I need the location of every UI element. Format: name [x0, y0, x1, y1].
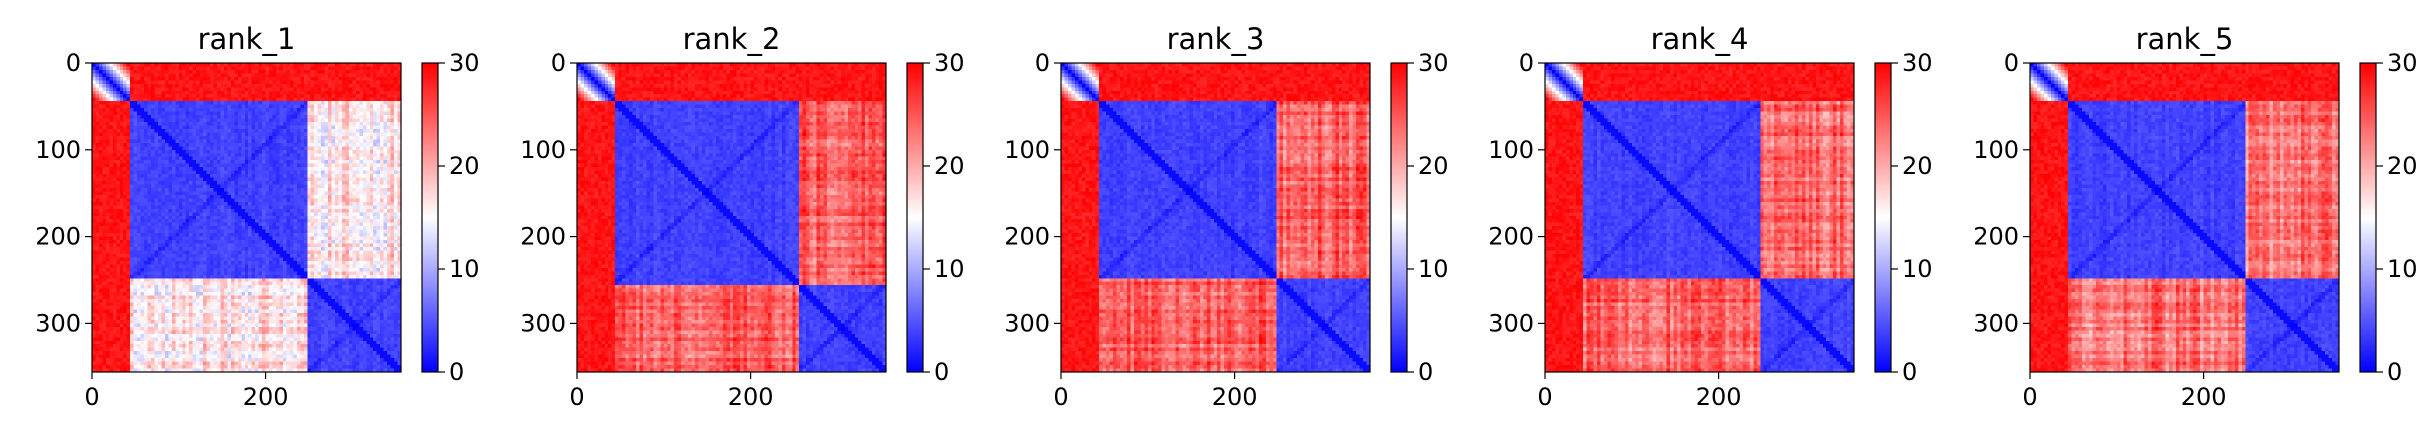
colorbar-tick-label: 30 — [1902, 49, 1933, 77]
colorbar — [1391, 63, 1407, 372]
colorbar-tick-label: 20 — [1418, 152, 1449, 180]
y-tick-label: 200 — [35, 223, 81, 251]
y-tick-label: 0 — [2004, 49, 2019, 77]
y-tick-label: 200 — [520, 223, 566, 251]
colorbar-tick-label: 10 — [449, 255, 480, 283]
chart-title: rank_2 — [683, 22, 781, 56]
colorbar-tick-label: 20 — [449, 152, 480, 180]
y-tick-label: 0 — [1035, 49, 1050, 77]
y-tick-label: 100 — [1004, 136, 1050, 164]
y-tick-label: 300 — [520, 309, 566, 337]
heatmap-image — [92, 63, 401, 372]
y-tick-label: 100 — [520, 136, 566, 164]
x-tick-label: 0 — [1053, 383, 1068, 411]
y-tick-label: 300 — [1004, 309, 1050, 337]
colorbar-tick-label: 20 — [1902, 152, 1933, 180]
heatmap-panel: rank_2 0 100 200 300 0 200 0 10 20 30 — [520, 22, 964, 411]
y-tick-label: 100 — [35, 136, 81, 164]
chart-title: rank_4 — [1651, 22, 1749, 56]
y-tick-label: 300 — [1488, 309, 1534, 337]
colorbar-tick-label: 20 — [934, 152, 965, 180]
colorbar-tick-label: 30 — [1418, 49, 1449, 77]
colorbar-tick-label: 0 — [934, 358, 949, 386]
x-tick-label: 0 — [2022, 383, 2037, 411]
y-tick-label: 100 — [1488, 136, 1534, 164]
chart-title: rank_1 — [198, 22, 296, 56]
colorbar-tick-label: 30 — [2387, 49, 2418, 77]
heatmap-panel: rank_4 0 100 200 300 0 200 0 10 20 30 — [1488, 22, 1932, 411]
colorbar-tick-label: 10 — [2387, 255, 2418, 283]
colorbar-tick-label: 0 — [449, 358, 464, 386]
colorbar-tick-label: 20 — [2387, 152, 2418, 180]
y-tick-label: 100 — [1973, 136, 2019, 164]
colorbar — [1875, 63, 1891, 372]
x-tick-label: 200 — [243, 383, 289, 411]
colorbar-tick-label: 10 — [934, 255, 965, 283]
heatmap-image — [2030, 63, 2339, 372]
colorbar — [2360, 63, 2376, 372]
heatmap-image — [1061, 63, 1370, 372]
heatmap-panel: rank_3 0 100 200 300 0 200 0 10 20 30 — [1004, 22, 1448, 411]
y-tick-label: 200 — [1973, 223, 2019, 251]
colorbar-tick-label: 10 — [1902, 255, 1933, 283]
y-tick-label: 300 — [35, 309, 81, 337]
y-tick-label: 300 — [1973, 309, 2019, 337]
heatmap-image — [1545, 63, 1854, 372]
x-tick-label: 200 — [1696, 383, 1742, 411]
y-tick-label: 200 — [1004, 223, 1050, 251]
y-tick-label: 200 — [1488, 223, 1534, 251]
colorbar-tick-label: 0 — [1902, 358, 1917, 386]
y-tick-label: 0 — [551, 49, 566, 77]
chart-title: rank_3 — [1167, 22, 1265, 56]
heatmap-image — [577, 63, 886, 372]
colorbar-tick-label: 0 — [2387, 358, 2402, 386]
heatmap-panel: rank_5 0 100 200 300 0 200 0 10 20 30 — [1973, 22, 2417, 411]
x-tick-label: 0 — [569, 383, 584, 411]
colorbar-tick-label: 30 — [934, 49, 965, 77]
x-tick-label: 0 — [84, 383, 99, 411]
colorbar — [422, 63, 438, 372]
colorbar-tick-label: 30 — [449, 49, 480, 77]
x-tick-label: 200 — [1212, 383, 1258, 411]
x-tick-label: 200 — [2181, 383, 2227, 411]
colorbar — [907, 63, 923, 372]
heatmap-panel: rank_1 0 100 200 300 0 200 0 10 20 30 — [35, 22, 479, 411]
colorbar-tick-label: 0 — [1418, 358, 1433, 386]
colorbar-tick-label: 10 — [1418, 255, 1449, 283]
y-tick-label: 0 — [66, 49, 81, 77]
chart-title: rank_5 — [2136, 22, 2234, 56]
x-tick-label: 200 — [728, 383, 774, 411]
y-tick-label: 0 — [1519, 49, 1534, 77]
x-tick-label: 0 — [1537, 383, 1552, 411]
